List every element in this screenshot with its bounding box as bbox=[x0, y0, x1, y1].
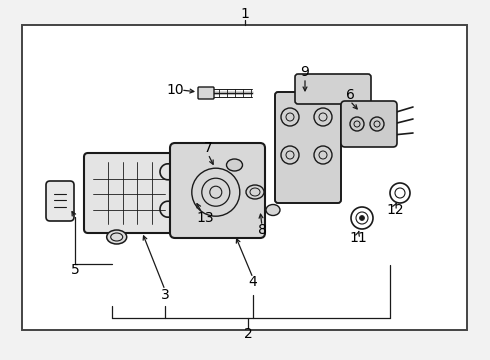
FancyBboxPatch shape bbox=[295, 74, 371, 104]
Text: 4: 4 bbox=[248, 275, 257, 289]
FancyBboxPatch shape bbox=[170, 143, 265, 238]
FancyBboxPatch shape bbox=[84, 153, 174, 233]
Text: 8: 8 bbox=[258, 223, 267, 237]
Text: 1: 1 bbox=[241, 7, 249, 21]
FancyBboxPatch shape bbox=[275, 92, 341, 203]
Ellipse shape bbox=[246, 185, 264, 199]
Text: 9: 9 bbox=[300, 65, 310, 79]
Ellipse shape bbox=[226, 159, 243, 171]
FancyBboxPatch shape bbox=[198, 87, 214, 99]
Text: 7: 7 bbox=[204, 141, 212, 155]
FancyBboxPatch shape bbox=[341, 101, 397, 147]
Bar bbox=[22, 25, 467, 330]
Ellipse shape bbox=[107, 230, 127, 244]
Text: 6: 6 bbox=[345, 88, 354, 102]
Circle shape bbox=[360, 216, 365, 220]
Ellipse shape bbox=[266, 204, 280, 216]
Text: 12: 12 bbox=[386, 203, 404, 217]
Text: 13: 13 bbox=[196, 211, 214, 225]
Text: 5: 5 bbox=[71, 263, 79, 277]
Text: 2: 2 bbox=[244, 327, 252, 341]
FancyBboxPatch shape bbox=[46, 181, 74, 221]
Text: 11: 11 bbox=[349, 231, 367, 245]
Text: 10: 10 bbox=[166, 83, 184, 97]
Text: 3: 3 bbox=[161, 288, 170, 302]
